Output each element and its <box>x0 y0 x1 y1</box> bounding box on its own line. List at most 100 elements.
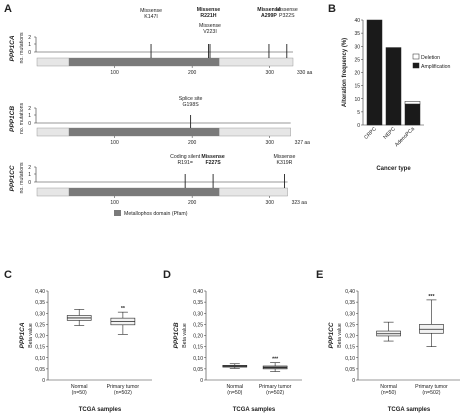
length-label: 323 aa <box>292 200 308 206</box>
y-tick-label: 0,25 <box>35 322 45 328</box>
mutation-id-label: K147I <box>144 14 158 20</box>
x-tick-label: 200 <box>188 200 197 206</box>
legend-label: Amplification <box>421 64 451 70</box>
y-tick-label: 35 <box>354 31 360 37</box>
bar-amplification <box>366 19 383 126</box>
y-tick-label: 0,10 <box>345 356 355 362</box>
y-tick-label: 0 <box>200 378 203 384</box>
y-tick-label: 0,30 <box>35 311 45 317</box>
x-tick-label: 100 <box>110 200 119 206</box>
y-tick-label: 2 <box>28 35 31 41</box>
y-tick-label: 1 <box>28 42 31 48</box>
methylation-boxplot-ppp1cb: 0 0,05 0,10 0,15 0,20 0,25 0,30 0,35 0,40 PPP1CB B… <box>173 289 302 413</box>
y-tick-label: 0 <box>42 378 45 384</box>
y-tick-label: 10 <box>354 97 360 103</box>
x-tick-label: 100 <box>110 70 119 76</box>
y-axis-label: no. mutations <box>19 32 25 64</box>
mutation-plot-ppp1cc: PPP1CC no. mutations 21 0 100 200 300 323 aa Cod… <box>9 154 307 217</box>
x-tick-label: 200 <box>188 140 197 146</box>
mutation-id-label: K319R <box>277 160 293 166</box>
mutation-id-label: G198S <box>183 102 200 108</box>
gene-label: PPP1CA <box>9 35 16 61</box>
significance-marker: *** <box>428 294 435 300</box>
y-tick-label: 0,10 <box>35 356 45 362</box>
mutation-plot-ppp1cb: PPP1CB no. mutations 21 0 100 200 300 327 aa Spl… <box>9 96 310 146</box>
legend-swatch <box>412 62 420 69</box>
box <box>419 324 444 334</box>
y-tick-label: 0,15 <box>345 345 355 351</box>
group-n-label: (n=502) <box>422 390 440 396</box>
panel-label-b: B <box>328 3 336 15</box>
y-tick-label: 0,05 <box>35 367 45 373</box>
metallophos-domain <box>68 188 220 196</box>
y-tick-label: 30 <box>354 44 360 50</box>
y-tick-label: 5 <box>357 110 360 116</box>
y-tick-label: 0 <box>357 123 360 129</box>
y-axis-label: Beta value <box>337 323 343 348</box>
x-axis-label: TCGA samples <box>233 407 276 413</box>
legend-swatch <box>114 210 121 216</box>
metallophos-domain <box>68 58 220 66</box>
mutation-id-label: F227S <box>205 160 221 166</box>
y-axis-label: Beta value <box>182 323 188 348</box>
mutation-type-label: Missense <box>140 8 162 14</box>
mutation-id-label: A299P <box>261 13 277 19</box>
x-tick-label: AdenoPCa <box>394 126 416 148</box>
mutation-type-label: Missense <box>201 154 224 160</box>
y-tick-label: 0,10 <box>193 356 203 362</box>
y-tick-label: 0 <box>352 378 355 384</box>
y-tick-label: 0,25 <box>345 322 355 328</box>
y-tick-label: 40 <box>354 18 360 24</box>
panel-label-d: D <box>163 269 171 281</box>
mutation-type-label: Missense <box>276 7 298 13</box>
y-axis-label: no. mutations <box>19 162 25 194</box>
mutation-id-label: R221H <box>200 13 216 19</box>
x-axis-label: Cancer type <box>376 166 411 172</box>
gene-label: PPP1CA <box>19 322 26 348</box>
x-tick-label: 200 <box>188 70 197 76</box>
y-tick-label: 2 <box>28 106 31 112</box>
mutation-id-label: P322S <box>279 13 295 19</box>
panel-label-c: C <box>4 269 12 281</box>
bar-amplification <box>404 103 421 126</box>
significance-marker: *** <box>272 357 279 363</box>
y-tick-label: 0,20 <box>345 334 355 340</box>
mutation-plot-ppp1ca: PPP1CA no. mutations 21 0 100 200 300 330 aa Mis… <box>9 7 313 76</box>
y-axis-label: Beta value <box>28 323 34 348</box>
bar-amplification <box>385 47 402 126</box>
gene-label: PPP1CC <box>9 165 16 191</box>
bar-deletion <box>404 101 421 105</box>
group-label: Primary tumor <box>259 384 292 390</box>
length-label: 327 aa <box>295 140 311 146</box>
y-tick-label: 0,20 <box>35 334 45 340</box>
mutation-type-label: Missense <box>257 7 280 13</box>
y-axis-label: Alteration frequency (%) <box>342 38 348 107</box>
methylation-boxplot-ppp1cc: 0 0,05 0,10 0,15 0,20 0,25 0,30 0,35 0,40 PPP1CC B… <box>328 289 460 413</box>
y-tick-label: 0 <box>28 121 31 127</box>
y-tick-label: 0,40 <box>35 289 45 295</box>
group-n-label: (n=502) <box>266 390 284 396</box>
mutation-id-label: R191= <box>177 160 192 166</box>
y-tick-label: 0,40 <box>193 289 203 295</box>
y-tick-label: 15 <box>354 84 360 90</box>
panel-label-a: A <box>4 3 12 15</box>
panel-label-e: E <box>316 269 323 281</box>
x-axis-label: TCGA samples <box>388 407 431 413</box>
mutation-type-label: Coding silent <box>170 154 201 160</box>
y-tick-label: 0,30 <box>345 311 355 317</box>
group-n-label: (n=50) <box>227 390 242 396</box>
y-tick-label: 1 <box>28 113 31 119</box>
group-label: Primary tumor <box>415 384 448 390</box>
y-tick-label: 20 <box>354 71 360 77</box>
y-tick-label: 0,05 <box>193 367 203 373</box>
legend-swatch <box>412 53 420 60</box>
mutation-type-label: Missense <box>197 7 220 13</box>
y-tick-label: 2 <box>28 165 31 171</box>
methylation-boxplot-ppp1ca: 0 0,05 0,10 0,15 0,20 0,25 0,30 0,35 0,40 PPP1CA B… <box>19 289 152 413</box>
y-tick-label: 0 <box>28 50 31 56</box>
group-n-label: (n=502) <box>114 390 132 396</box>
y-tick-label: 0,40 <box>345 289 355 295</box>
y-tick-label: 0,20 <box>193 334 203 340</box>
group-label: Normal <box>380 384 397 390</box>
